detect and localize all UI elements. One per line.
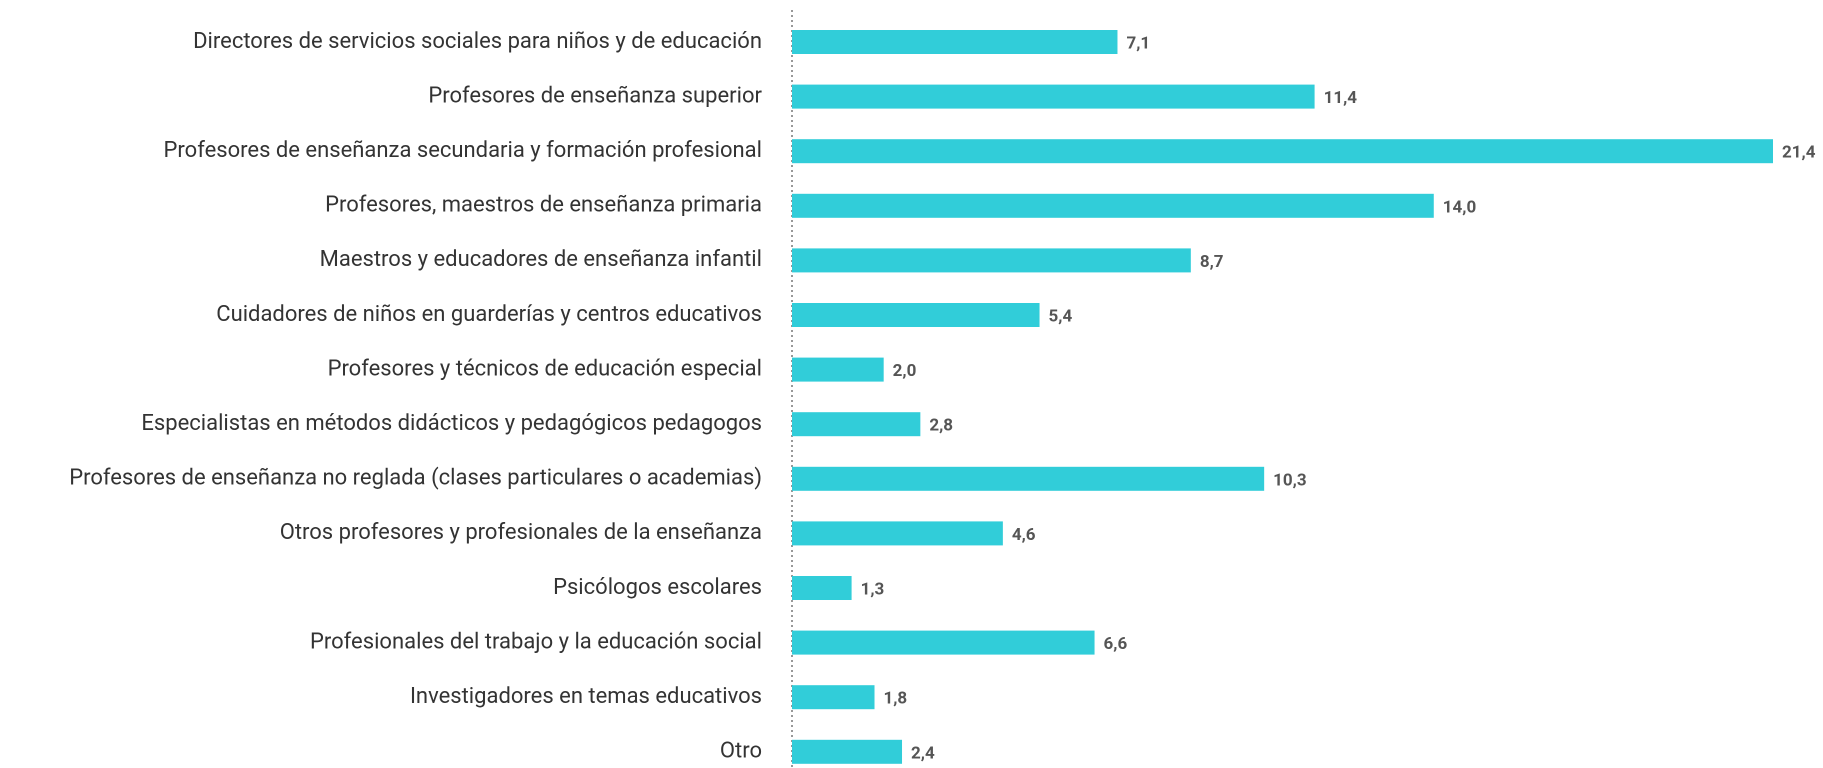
category-label: Profesores, maestros de enseñanza primar…	[325, 193, 762, 218]
value-label: 7,1	[1126, 33, 1150, 53]
value-label: 2,0	[893, 361, 917, 381]
category-label: Psicólogos escolares	[553, 575, 762, 600]
category-label: Profesionales del trabajo y la educación…	[310, 629, 762, 654]
category-label: Cuidadores de niños en guarderías y cent…	[216, 302, 762, 327]
bar	[792, 303, 1040, 327]
value-label: 2,4	[911, 743, 935, 763]
value-label: 1,8	[884, 689, 908, 709]
bar	[792, 193, 1434, 218]
value-label: 4,6	[1012, 525, 1036, 545]
category-label: Especialistas en métodos didácticos y pe…	[141, 411, 762, 436]
category-label: Directores de servicios sociales para ni…	[193, 29, 762, 54]
bar	[792, 357, 884, 382]
bar	[792, 412, 921, 437]
bar	[792, 576, 852, 600]
value-label: 14,0	[1443, 197, 1476, 217]
category-label: Investigadores en temas educativos	[410, 684, 762, 709]
category-label: Otros profesores y profesionales de la e…	[280, 520, 762, 545]
category-label: Profesores y técnicos de educación espec…	[328, 356, 762, 381]
bar	[792, 521, 1003, 546]
value-label: 10,3	[1273, 470, 1306, 490]
value-label: 8,7	[1200, 252, 1224, 272]
value-label: 1,3	[861, 579, 885, 599]
value-label: 6,6	[1104, 634, 1128, 654]
value-label: 21,4	[1782, 143, 1816, 163]
value-label: 2,8	[929, 416, 953, 436]
category-label: Profesores de enseñanza secundaria y for…	[164, 138, 762, 163]
bar	[792, 630, 1095, 655]
category-label: Otro	[720, 739, 762, 764]
bar	[792, 30, 1118, 54]
bar	[792, 739, 903, 764]
value-label: 11,4	[1324, 88, 1358, 108]
category-label: Maestros y educadores de enseñanza infan…	[320, 247, 762, 272]
bar	[792, 466, 1265, 491]
bar	[792, 685, 875, 710]
value-label: 5,4	[1049, 306, 1073, 326]
bar	[792, 139, 1773, 164]
bar	[792, 84, 1315, 109]
bar	[792, 248, 1191, 273]
category-label: Profesores de enseñanza superior	[428, 83, 762, 108]
category-label: Profesores de enseñanza no reglada (clas…	[69, 466, 762, 491]
